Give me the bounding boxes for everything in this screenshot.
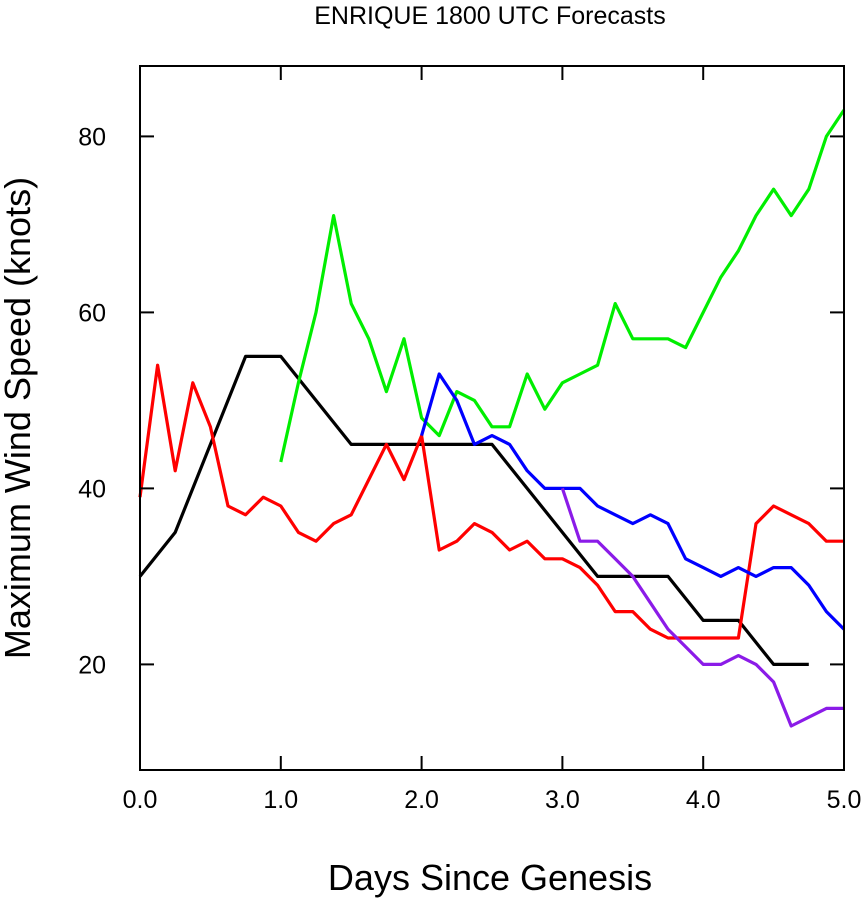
series-line-0 bbox=[138, 354, 809, 667]
x-tick-label: 1.0 bbox=[263, 786, 298, 814]
x-tick-label: 5.0 bbox=[827, 786, 862, 814]
x-tick-label: 2.0 bbox=[404, 786, 439, 814]
series-line-3 bbox=[420, 372, 846, 631]
series-line-2 bbox=[279, 109, 846, 463]
y-tick-label: 40 bbox=[78, 475, 106, 503]
x-tick-label: 3.0 bbox=[545, 786, 580, 814]
series-line-4 bbox=[560, 487, 844, 728]
x-tick-label: 4.0 bbox=[686, 786, 721, 814]
y-tick-label: 60 bbox=[78, 299, 106, 327]
x-axis-label: Days Since Genesis bbox=[328, 857, 652, 898]
y-tick-label: 80 bbox=[78, 123, 106, 151]
chart-title: ENRIQUE 1800 UTC Forecasts bbox=[314, 2, 666, 30]
ticks-layer: 0.0 1.0 2.0 3.0 4.0 5.0 20 40 60 80 bbox=[78, 66, 861, 814]
series-line-1 bbox=[138, 363, 844, 640]
y-tick-label: 20 bbox=[78, 651, 106, 679]
plot-frame bbox=[139, 65, 845, 771]
x-tick-label: 0.0 bbox=[123, 786, 158, 814]
series-layer bbox=[138, 109, 846, 728]
y-axis-label: Maximum Wind Speed (knots) bbox=[0, 177, 38, 659]
